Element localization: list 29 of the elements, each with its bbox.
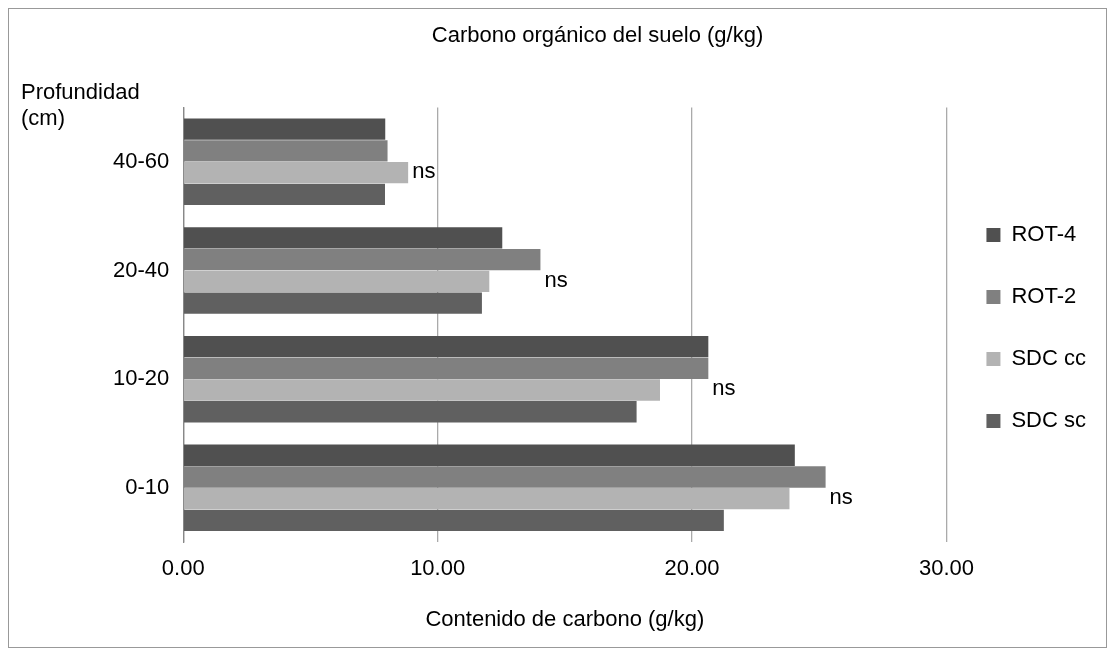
annotation: ns bbox=[544, 266, 568, 292]
bar bbox=[183, 444, 795, 466]
bar bbox=[183, 335, 709, 358]
bar bbox=[183, 401, 637, 423]
legend-label: ROT-4 bbox=[1011, 221, 1077, 247]
bar bbox=[183, 509, 724, 532]
annotation: ns bbox=[712, 375, 736, 401]
y-tick-label: 0-10 bbox=[125, 473, 170, 499]
bar bbox=[183, 379, 660, 401]
bar bbox=[183, 118, 386, 140]
legend-label: SDC sc bbox=[1011, 407, 1086, 433]
bar bbox=[183, 292, 482, 314]
bar bbox=[183, 183, 385, 206]
legend-label: ROT-2 bbox=[1011, 283, 1077, 309]
x-tick-label: 20.00 bbox=[664, 555, 720, 581]
x-tick-label: 10.00 bbox=[410, 555, 466, 581]
chart-title: Carbono orgánico del suelo (g/kg) bbox=[431, 22, 764, 48]
x-tick-label: 30.00 bbox=[918, 555, 974, 581]
annotation: ns bbox=[412, 157, 436, 183]
y-tick-label: 40-60 bbox=[112, 147, 170, 173]
y-axis-title: Profundidad (cm) bbox=[21, 79, 141, 131]
y-tick-label: 20-40 bbox=[112, 256, 170, 282]
bar bbox=[183, 227, 503, 249]
y-tick-label: 10-20 bbox=[112, 365, 170, 391]
bar bbox=[183, 161, 409, 184]
legend-label: SDC cc bbox=[1011, 345, 1086, 371]
annotation: ns bbox=[829, 483, 853, 509]
x-tick-label: 0.00 bbox=[161, 555, 205, 581]
x-axis-title: Contenido de carbono (g/kg) bbox=[425, 605, 705, 631]
